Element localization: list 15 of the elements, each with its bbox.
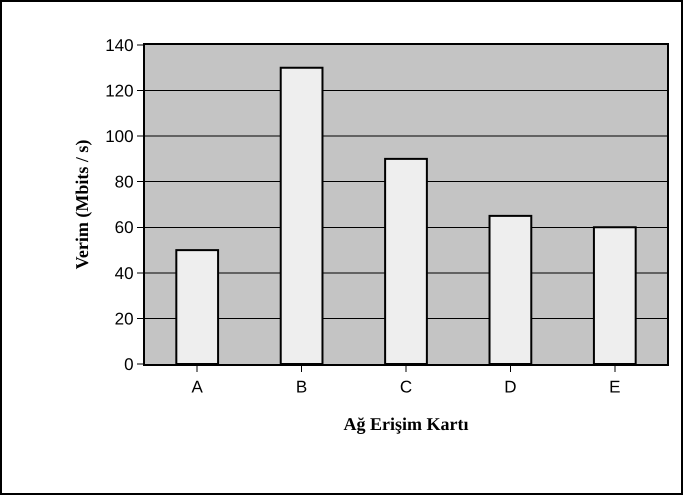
y-tick-label: 120	[105, 82, 134, 101]
y-tick-label: 0	[124, 354, 134, 374]
x-tick-label: C	[400, 377, 412, 396]
y-axis-title: Verim (Mbits / s)	[72, 140, 92, 270]
x-tick-label: A	[192, 377, 204, 396]
y-tick-label: 60	[114, 218, 134, 238]
x-axis-title: Ağ Erişim Kartı	[344, 414, 468, 434]
y-tick-label: 40	[114, 264, 134, 283]
y-tick-label: 80	[114, 172, 134, 192]
y-tick-label: 100	[105, 127, 134, 146]
y-tick-label: 20	[114, 309, 134, 328]
x-tick-label: E	[609, 377, 620, 396]
y-tick-label: 140	[105, 36, 134, 55]
x-tick-label: D	[504, 377, 517, 396]
x-tick-label: B	[296, 377, 308, 396]
